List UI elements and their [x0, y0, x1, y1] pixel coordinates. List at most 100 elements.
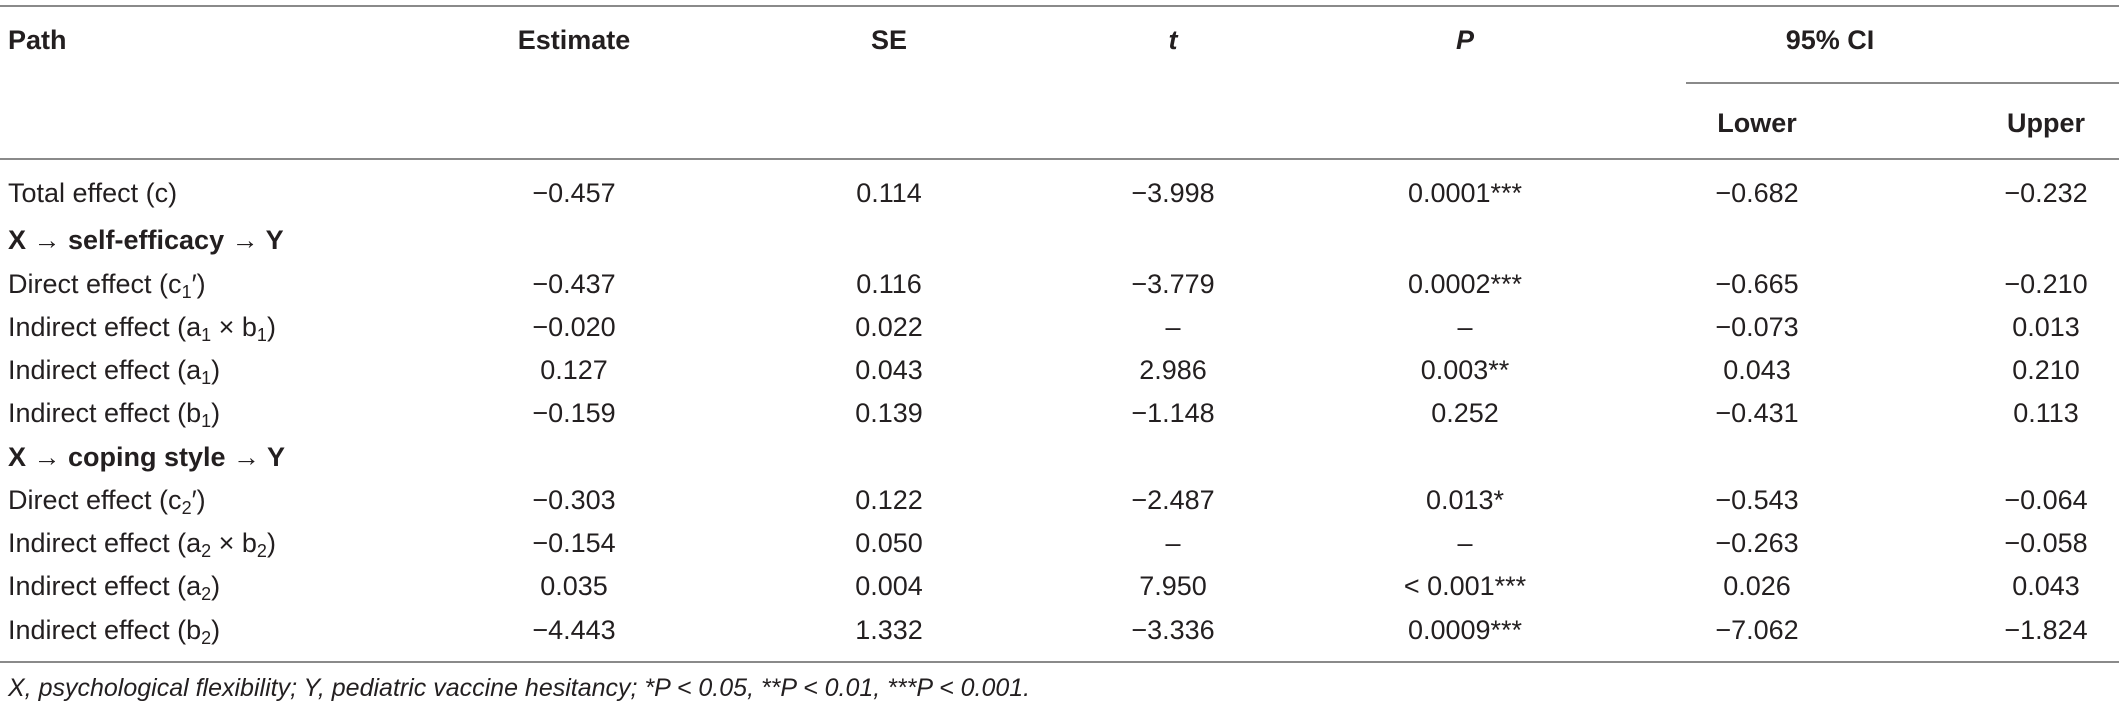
- header-cell: t: [1168, 25, 1178, 55]
- path-text: Indirect effect (a: [8, 355, 202, 385]
- value-cell: 0.043: [1723, 355, 1791, 385]
- path-text: Direct effect (c: [8, 485, 182, 515]
- value-cell: −7.062: [1715, 615, 1799, 645]
- ci-rule: [1686, 82, 2119, 84]
- value-cell: 0.0002***: [1407, 269, 1523, 299]
- path-cell: Indirect effect (a1 × b1): [8, 310, 276, 344]
- value-cell: −0.159: [532, 398, 616, 428]
- value-cell: 0.013: [2012, 312, 2080, 342]
- value-cell: −1.824: [2004, 615, 2088, 645]
- subscript: 2: [201, 541, 212, 561]
- path-text: × b: [211, 528, 257, 558]
- path-text: ): [211, 615, 221, 645]
- value-cell: −3.998: [1131, 178, 1215, 208]
- header-cell: Upper: [2006, 108, 2086, 138]
- header-cell: P: [1455, 25, 1475, 55]
- path-cell: Total effect (c): [8, 176, 177, 210]
- value-cell: –: [1457, 312, 1473, 342]
- value-cell: 1.332: [855, 615, 923, 645]
- path-text: Indirect effect (a: [8, 571, 202, 601]
- value-cell: 0.022: [855, 312, 923, 342]
- subscript: 1: [256, 325, 267, 345]
- path-text: ): [266, 312, 276, 342]
- path-text: × b: [211, 312, 257, 342]
- subscript: 2: [256, 541, 267, 561]
- path-text: Indirect effect (a: [8, 312, 202, 342]
- footnote: X, psychological flexibility; Y, pediatr…: [8, 674, 1031, 702]
- value-cell: −1.148: [1131, 398, 1215, 428]
- path-cell: Indirect effect (a1): [8, 353, 220, 387]
- header-ci: 95% CI: [1785, 25, 1875, 55]
- path-text: ′): [191, 269, 206, 299]
- path-text: ): [266, 528, 276, 558]
- value-cell: 7.950: [1139, 571, 1207, 601]
- value-cell: 2.986: [1139, 355, 1207, 385]
- value-cell: −0.020: [532, 312, 616, 342]
- value-cell: −0.073: [1715, 312, 1799, 342]
- value-cell: 0.043: [2012, 571, 2080, 601]
- value-cell: −0.058: [2004, 528, 2088, 558]
- path-cell: Indirect effect (b1): [8, 396, 220, 430]
- path-text: Total effect (c): [8, 178, 178, 208]
- header-cell: SE: [870, 25, 908, 55]
- path-cell: Indirect effect (a2): [8, 569, 220, 603]
- bottom-rule: [0, 661, 2119, 663]
- path-text: Indirect effect (b: [8, 398, 202, 428]
- value-cell: −3.336: [1131, 615, 1215, 645]
- value-cell: 0.210: [2012, 355, 2080, 385]
- subscript: 2: [201, 628, 212, 648]
- value-cell: −0.154: [532, 528, 616, 558]
- path-cell: Indirect effect (b2): [8, 613, 220, 647]
- value-cell: 0.013*: [1425, 485, 1505, 515]
- subscript: 1: [201, 325, 212, 345]
- value-cell: −0.437: [532, 269, 616, 299]
- path-text: Direct effect (c: [8, 269, 182, 299]
- value-cell: 0.122: [855, 485, 923, 515]
- value-cell: −0.543: [1715, 485, 1799, 515]
- value-cell: 0.127: [540, 355, 608, 385]
- subscript: 1: [201, 368, 212, 388]
- value-cell: 0.113: [2013, 398, 2079, 428]
- value-cell: 0.050: [855, 528, 923, 558]
- subscript: 2: [201, 584, 212, 604]
- value-cell: −0.232: [2004, 178, 2088, 208]
- value-cell: 0.139: [855, 398, 923, 428]
- path-cell: Direct effect (c2′): [8, 483, 206, 517]
- value-cell: −0.457: [532, 178, 616, 208]
- value-cell: −0.064: [2004, 485, 2088, 515]
- subscript: 1: [181, 282, 192, 302]
- path-text: ): [211, 355, 221, 385]
- value-cell: 0.043: [855, 355, 923, 385]
- value-cell: −4.443: [532, 615, 616, 645]
- header-cell: Lower: [1717, 108, 1797, 138]
- value-cell: < 0.001***: [1403, 571, 1527, 601]
- value-cell: −0.303: [532, 485, 616, 515]
- value-cell: –: [1165, 312, 1181, 342]
- value-cell: −0.431: [1715, 398, 1799, 428]
- path-text: Indirect effect (b: [8, 615, 202, 645]
- value-cell: 0.003**: [1420, 355, 1510, 385]
- path-text: Indirect effect (a: [8, 528, 202, 558]
- value-cell: 0.116: [856, 269, 922, 299]
- path-text: ′): [191, 485, 206, 515]
- value-cell: −3.779: [1131, 269, 1215, 299]
- value-cell: −0.210: [2004, 269, 2088, 299]
- value-cell: −0.263: [1715, 528, 1799, 558]
- value-cell: –: [1457, 528, 1473, 558]
- value-cell: 0.0009***: [1407, 615, 1523, 645]
- subscript: 2: [181, 498, 192, 518]
- value-cell: 0.035: [540, 571, 608, 601]
- path-text: ): [211, 398, 221, 428]
- value-cell: 0.0001***: [1407, 178, 1523, 208]
- value-cell: 0.026: [1723, 571, 1791, 601]
- value-cell: 0.114: [856, 178, 922, 208]
- section-label: X → coping style → Y: [8, 442, 286, 472]
- path-text: ): [211, 571, 221, 601]
- path-cell: Indirect effect (a2 × b2): [8, 526, 276, 560]
- value-cell: –: [1165, 528, 1181, 558]
- top-rule: [0, 5, 2119, 7]
- value-cell: −0.665: [1715, 269, 1799, 299]
- value-cell: −2.487: [1131, 485, 1215, 515]
- path-cell: Direct effect (c1′): [8, 267, 206, 301]
